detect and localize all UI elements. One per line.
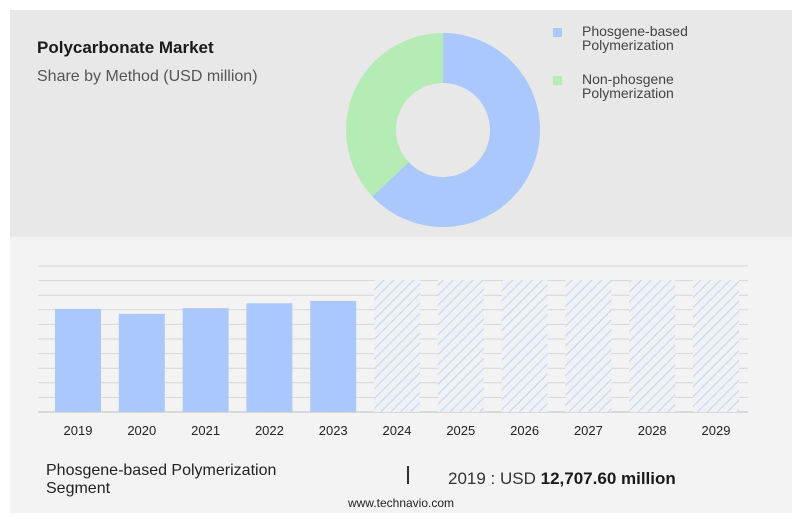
footer-segment-label: Phosgene-based Polymerization Segment — [46, 462, 346, 498]
x-tick-label-2021: 2021 — [191, 423, 220, 438]
donut-slice-1 — [346, 33, 443, 197]
bar-2021 — [182, 308, 229, 412]
footer-divider — [407, 466, 409, 484]
footer-amount: 12,707.60 million — [540, 469, 676, 488]
footer-value: 2019 : USD 12,707.60 million — [448, 469, 676, 488]
x-tick-label-2028: 2028 — [638, 423, 667, 438]
footer-year: 2019 — [448, 469, 486, 488]
legend-swatch-non-phosgene — [553, 76, 562, 85]
x-tick-label-2029: 2029 — [702, 423, 731, 438]
legend-label-phosgene-line1: Phosgene-based — [582, 23, 688, 39]
x-axis-tick-labels: 2019 2020 2021 2022 2023 2024 2025 2026 2027 2028… — [64, 423, 731, 438]
legend-swatch-phosgene — [553, 28, 562, 37]
legend-label-phosgene-line2: Polymerization — [582, 37, 674, 53]
bar-2020 — [118, 313, 165, 412]
x-tick-label-2019: 2019 — [64, 423, 93, 438]
forecast-bar-2028 — [629, 280, 676, 412]
x-tick-label-2024: 2024 — [383, 423, 412, 438]
forecast-bar-2029 — [693, 280, 739, 412]
bar-2023 — [310, 300, 357, 412]
donut-slice-0 — [372, 33, 540, 227]
footer-segment-line1: Phosgene-based Polymerization — [46, 462, 277, 479]
forecast-bar-2024 — [374, 280, 420, 412]
chart-title: Polycarbonate Market — [37, 38, 214, 57]
bar-2022 — [246, 303, 293, 412]
chart-subtitle: Share by Method (USD million) — [37, 68, 258, 85]
bars — [55, 280, 739, 412]
footer-currency: USD — [500, 469, 536, 488]
bar-2019 — [55, 308, 101, 412]
legend-label-non-phosgene: Non-phosgene Polymerization — [582, 72, 742, 100]
source-link[interactable]: www.technavio.com — [347, 496, 455, 510]
forecast-bar-2027 — [565, 280, 612, 412]
legend-label-non-phosgene-line2: Polymerization — [582, 85, 674, 101]
donut-chart — [346, 33, 540, 227]
x-tick-label-2020: 2020 — [127, 423, 156, 438]
x-tick-label-2025: 2025 — [446, 423, 475, 438]
x-tick-label-2023: 2023 — [319, 423, 348, 438]
legend-label-phosgene: Phosgene-based Polymerization — [582, 24, 742, 52]
legend-label-non-phosgene-line1: Non-phosgene — [582, 71, 674, 87]
x-tick-label-2026: 2026 — [510, 423, 539, 438]
footer-segment-line2: Segment — [46, 480, 111, 497]
x-tick-label-2027: 2027 — [574, 423, 603, 438]
x-tick-label-2022: 2022 — [255, 423, 284, 438]
forecast-bar-2025 — [437, 280, 484, 412]
forecast-bar-2026 — [501, 280, 548, 412]
